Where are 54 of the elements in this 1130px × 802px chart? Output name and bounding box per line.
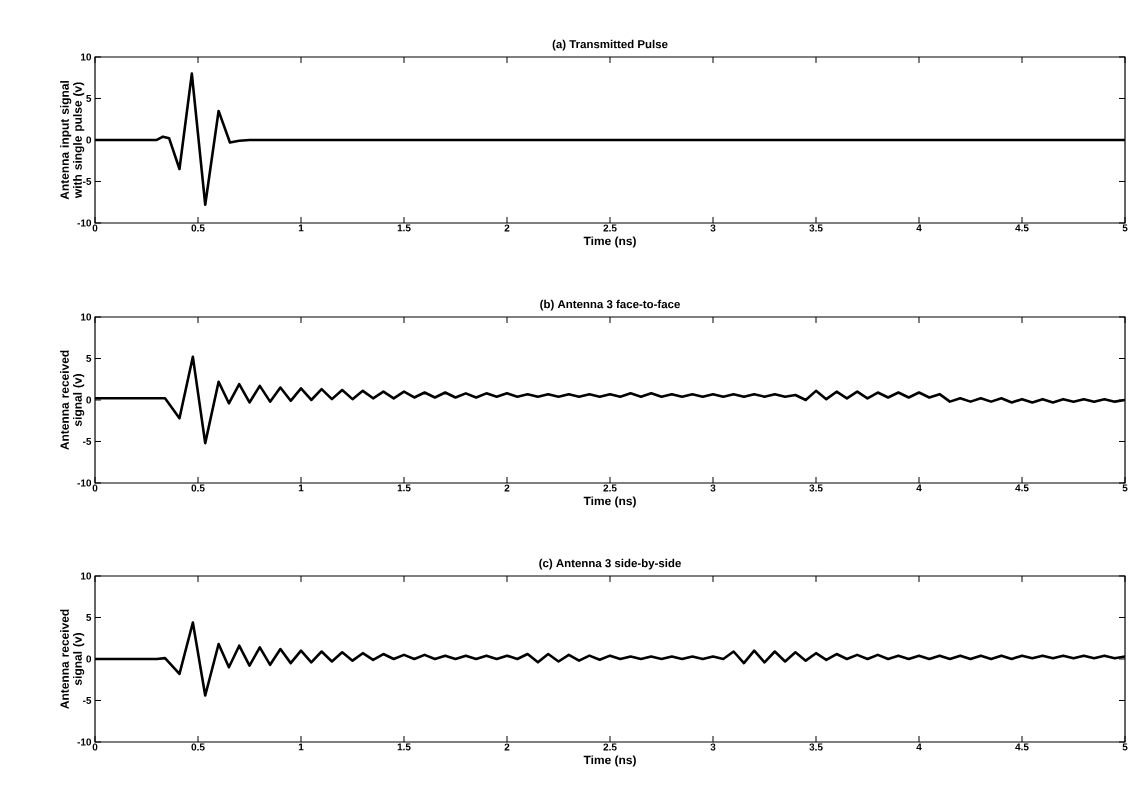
y-tick-label: -5 — [83, 438, 92, 445]
y-tick-label: 10 — [81, 53, 92, 61]
x-tick-label: 2.5 — [603, 224, 617, 232]
x-tick-label: 2.5 — [603, 743, 617, 751]
y-tick-label: 5 — [86, 614, 92, 621]
x-tick-label: 3.5 — [809, 484, 823, 492]
y-tick-label: -10 — [77, 219, 92, 227]
x-tick-label: 1 — [298, 743, 304, 751]
x-tick-label: 3 — [710, 743, 716, 751]
chart-title: (a) Transmitted Pulse — [552, 39, 668, 51]
x-tick-label: 1 — [298, 484, 304, 492]
x-axis-title: Time (ns) — [583, 236, 636, 248]
y-tick-label: 10 — [81, 572, 92, 580]
x-tick-label: 4 — [916, 484, 922, 492]
y-tick-label: -10 — [77, 738, 92, 746]
chart-title: (b) Antenna 3 face-to-face — [540, 299, 680, 311]
chart-title: (c) Antenna 3 side-by-side — [539, 558, 681, 570]
y-tick-label: -10 — [77, 479, 92, 487]
x-tick-label: 3 — [710, 224, 716, 232]
x-tick-label: 0.5 — [191, 484, 205, 492]
x-tick-label: 4.5 — [1015, 224, 1029, 232]
x-tick-label: 2.5 — [603, 484, 617, 492]
x-tick-label: 4.5 — [1015, 743, 1029, 751]
x-tick-label: 1.5 — [397, 743, 411, 751]
x-tick-label: 4 — [916, 743, 922, 751]
y-tick-label: 0 — [86, 655, 92, 663]
x-tick-label: 1.5 — [397, 484, 411, 492]
x-tick-label: 2 — [504, 743, 510, 751]
x-tick-label: 0.5 — [191, 224, 205, 232]
x-tick-label: 0 — [92, 224, 98, 232]
y-tick-label: 5 — [86, 355, 92, 362]
x-tick-label: 2 — [504, 224, 510, 232]
y-tick-label: 10 — [81, 313, 92, 321]
x-tick-label: 5 — [1122, 743, 1128, 751]
y-tick-label: 0 — [86, 136, 92, 144]
x-tick-label: 5 — [1122, 484, 1128, 492]
x-tick-label: 0 — [92, 484, 98, 492]
x-tick-label: 1.5 — [397, 224, 411, 232]
x-axis-title: Time (ns) — [583, 496, 636, 508]
y-tick-label: 0 — [86, 396, 92, 404]
x-tick-label: 3.5 — [809, 224, 823, 232]
x-tick-label: 2 — [504, 484, 510, 492]
y-tick-label: -5 — [83, 178, 92, 185]
x-tick-label: 3.5 — [809, 743, 823, 751]
x-tick-label: 1 — [298, 224, 304, 232]
x-tick-label: 3 — [710, 484, 716, 492]
x-tick-label: 4 — [916, 224, 922, 232]
x-tick-label: 0 — [92, 743, 98, 751]
x-tick-label: 0.5 — [191, 743, 205, 751]
x-tick-label: 5 — [1122, 224, 1128, 232]
x-axis-title: Time (ns) — [583, 755, 636, 767]
y-tick-label: 5 — [86, 95, 92, 102]
y-tick-label: -5 — [83, 697, 92, 704]
x-tick-label: 4.5 — [1015, 484, 1029, 492]
